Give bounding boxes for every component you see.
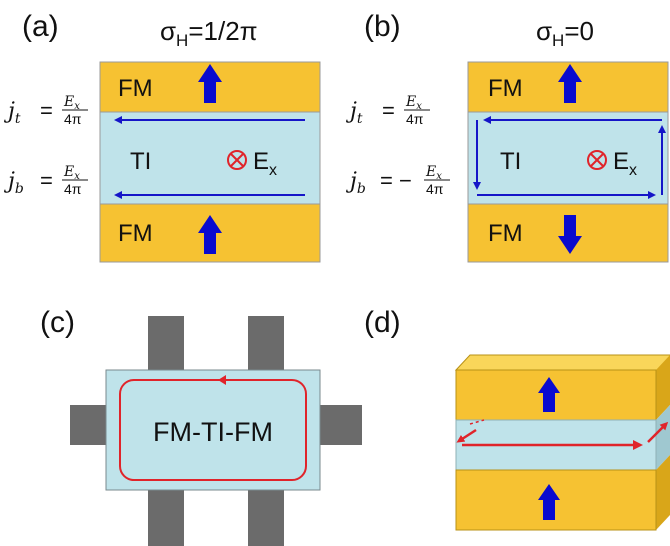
panel-b-bottom-fm-label: FM xyxy=(488,220,523,247)
panel-d: (d) xyxy=(364,306,670,531)
svg-text:= −: = − xyxy=(380,168,412,193)
svg-text:jt: jt xyxy=(345,99,363,127)
panel-a-top-fm-label: FM xyxy=(118,75,153,102)
contact-bottom-right xyxy=(248,490,284,546)
panel-b-bottom-magnetization-arrow xyxy=(558,215,582,254)
panel-d-left-current xyxy=(456,428,477,443)
panel-c-tag: (c) xyxy=(40,306,75,339)
svg-text:jb: jb xyxy=(345,169,366,197)
svg-text:jt: jt xyxy=(3,99,21,127)
panel-a-tag: (a) xyxy=(22,10,59,43)
svg-text:4π: 4π xyxy=(426,181,444,197)
svg-text:4π: 4π xyxy=(64,181,82,197)
device-label: FM-TI-FM xyxy=(153,417,273,447)
edge-current-direction-arrow xyxy=(218,375,226,385)
panel-b-into-page-icon-x2 xyxy=(590,153,604,167)
svg-text:Ex: Ex xyxy=(425,164,442,182)
contact-right xyxy=(320,405,362,445)
panel-b-tag: (b) xyxy=(364,10,401,43)
panel-a-bottom-fm-label: FM xyxy=(118,220,153,247)
panel-d-back-current xyxy=(469,419,485,425)
cube-side-ti xyxy=(656,405,670,470)
panel-d-tag: (d) xyxy=(364,306,401,339)
panel-a-top-current-equation: jt = Ex 4π xyxy=(3,94,88,127)
svg-text:=: = xyxy=(40,98,53,123)
panel-d-bottom-magnetization-arrow xyxy=(538,484,560,520)
svg-text:4π: 4π xyxy=(406,111,424,127)
svg-text:jb: jb xyxy=(3,169,24,197)
panel-a-field-label: Ex xyxy=(253,148,277,179)
panel-a-bottom-magnetization-arrow xyxy=(198,215,222,254)
panel-a-into-page-icon xyxy=(227,150,247,170)
contact-top-right xyxy=(248,316,284,374)
svg-text:Ex: Ex xyxy=(63,164,80,182)
panel-a: (a) σH=1/2π FM TI FM Ex jt = Ex 4π jb = xyxy=(3,10,321,263)
svg-text:Ex: Ex xyxy=(63,94,80,112)
panel-b: (b) σH=0 FM TI FM Ex jt = Ex 4π jb xyxy=(345,10,669,263)
panel-b-ti-label: TI xyxy=(500,148,521,175)
panel-b-sigma-title: σH=0 xyxy=(536,16,594,50)
panel-a-ti-layer xyxy=(99,111,321,205)
panel-b-ti-layer xyxy=(467,111,669,205)
cube-side-bottom-fm xyxy=(656,455,670,530)
panel-b-into-page-icon xyxy=(587,150,607,170)
contact-bottom-left xyxy=(148,490,184,546)
svg-text:4π: 4π xyxy=(64,111,82,127)
panel-a-top-magnetization-arrow xyxy=(198,64,222,103)
hall-bar-device xyxy=(105,369,321,491)
panel-d-top-magnetization-arrow xyxy=(538,377,560,412)
panel-a-bottom-current-equation: jb = Ex 4π xyxy=(3,164,88,197)
panel-b-field-label: Ex xyxy=(613,148,637,179)
panel-d-right-current xyxy=(647,421,669,443)
chiral-edge-current-loop xyxy=(119,379,307,481)
cube-side-top-fm xyxy=(656,355,670,420)
panel-c: (c) FM-TI-FM xyxy=(40,306,362,546)
panel-b-top-magnetization-arrow xyxy=(558,64,582,103)
panel-a-ti-label: TI xyxy=(130,148,151,175)
panel-b-bottom-current-equation: jb = − Ex 4π xyxy=(345,164,450,197)
panel-a-sigma-title: σH=1/2π xyxy=(160,16,258,50)
svg-text:Ex: Ex xyxy=(405,94,422,112)
contact-top-left xyxy=(148,316,184,374)
panel-a-into-page-icon-x2 xyxy=(230,153,244,167)
svg-text:=: = xyxy=(40,168,53,193)
svg-text:=: = xyxy=(382,98,395,123)
cube-front-top-fm xyxy=(455,369,657,421)
contact-left xyxy=(70,405,106,445)
panel-b-top-fm-label: FM xyxy=(488,75,523,102)
panel-b-top-current-equation: jt = Ex 4π xyxy=(345,94,430,127)
cube-top-face xyxy=(454,354,670,371)
